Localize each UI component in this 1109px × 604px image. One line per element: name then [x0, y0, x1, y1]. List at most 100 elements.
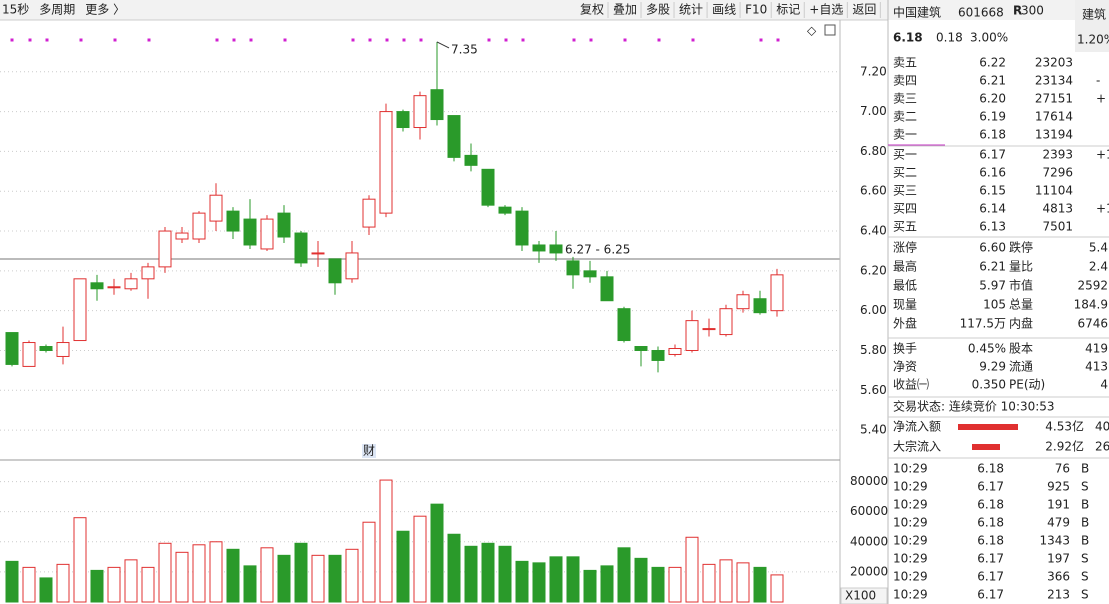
- candle-body: [345, 252, 359, 280]
- candle-body: [294, 232, 308, 264]
- event-dot[interactable]: [487, 38, 491, 42]
- event-dot[interactable]: [113, 38, 117, 42]
- ob-label: 卖二: [893, 110, 917, 124]
- candle-body: [481, 168, 495, 206]
- candle-body: [107, 286, 121, 289]
- candle-body: [498, 206, 512, 214]
- unit-box: [840, 587, 888, 604]
- event-dot[interactable]: [368, 38, 372, 42]
- marker[interactable]: 财: [363, 444, 375, 458]
- event-dot[interactable]: [28, 38, 32, 42]
- volume-bar: [481, 542, 495, 603]
- toolbar-button[interactable]: 多股: [646, 3, 670, 17]
- event-dot[interactable]: [249, 38, 253, 42]
- candle-body: [532, 244, 546, 252]
- toolbar-button[interactable]: 返回: [852, 3, 876, 17]
- stat-value: 105: [983, 298, 1006, 312]
- event-dot[interactable]: [79, 38, 83, 42]
- event-dot[interactable]: [504, 38, 508, 42]
- candle-body: [243, 218, 257, 246]
- tick-side: B: [1081, 534, 1089, 548]
- y-tick-label: 5.60: [860, 383, 887, 397]
- ob-label: 卖一: [893, 128, 917, 142]
- event-dot[interactable]: [759, 38, 763, 42]
- event-dot[interactable]: [589, 38, 593, 42]
- event-dot[interactable]: [45, 38, 49, 42]
- event-dot[interactable]: [147, 38, 151, 42]
- stat-label: 最高: [893, 259, 917, 274]
- stat-value: 184.9: [1074, 298, 1108, 312]
- event-dot[interactable]: [623, 38, 627, 42]
- status: 交易状态: 连续竞价 10:30:53: [893, 399, 1055, 414]
- toolbar-button[interactable]: F10: [745, 3, 767, 17]
- tick-price: 6.17: [977, 552, 1004, 566]
- event-dot[interactable]: [351, 38, 355, 42]
- side-box[interactable]: [1075, 0, 1109, 52]
- stat-value: 4: [1100, 378, 1108, 392]
- toolbar-item[interactable]: 更多 〉: [85, 3, 125, 17]
- volume-bar: [430, 503, 444, 603]
- event-dot[interactable]: [572, 38, 576, 42]
- candle-body: [736, 294, 750, 310]
- stat-label: PE(动): [1009, 378, 1045, 392]
- icon[interactable]: [824, 24, 836, 36]
- event-dot[interactable]: [283, 38, 287, 42]
- tick-side: S: [1081, 570, 1089, 584]
- toolbar-button[interactable]: 标记: [776, 3, 800, 17]
- stat-value: 117.5万: [960, 317, 1006, 331]
- stat-value: 2592: [1077, 279, 1108, 293]
- candle-body: [600, 276, 614, 302]
- toolbar-button[interactable]: 画线: [712, 3, 736, 17]
- side-name[interactable]: 建筑: [1082, 7, 1106, 22]
- stat-label: 换手: [893, 342, 917, 356]
- event-dot[interactable]: [215, 38, 219, 42]
- candle-body: [413, 95, 427, 129]
- volume-bar: [702, 563, 716, 603]
- tick-side: B: [1081, 462, 1089, 476]
- toolbar-item[interactable]: 15秒: [2, 3, 29, 17]
- volume-bar: [617, 547, 631, 603]
- toolbar-bg: [0, 0, 1109, 20]
- vol-tick-label: 80000: [850, 474, 888, 488]
- event-dot[interactable]: [232, 38, 236, 42]
- stat-value: 5.4: [1089, 241, 1108, 255]
- candle-body: [226, 210, 240, 232]
- candle-body: [668, 348, 682, 355]
- tick-side: S: [1081, 480, 1089, 494]
- ob-volume: 27151: [1035, 92, 1073, 106]
- event-dot[interactable]: [402, 38, 406, 42]
- side-pct: 1.20%: [1077, 33, 1109, 47]
- volume-bar: [515, 560, 529, 603]
- toolbar-item[interactable]: 多周期: [39, 3, 75, 17]
- event-dot[interactable]: [521, 38, 525, 42]
- event-dot[interactable]: [385, 38, 389, 42]
- stat-label: 量比: [1009, 260, 1033, 274]
- toolbar-button[interactable]: 复权: [580, 3, 604, 17]
- event-dot[interactable]: [10, 38, 14, 42]
- icon[interactable]: ◇: [807, 24, 817, 38]
- ob-label: 买三: [893, 184, 917, 198]
- price: 6.18: [893, 31, 923, 45]
- toolbar-button[interactable]: 叠加: [613, 3, 637, 17]
- volume-bar: [141, 566, 155, 603]
- candle-body: [702, 328, 716, 331]
- tick-volume: 1343: [1039, 534, 1070, 548]
- volume-bar: [22, 566, 36, 603]
- tick-volume: 479: [1047, 516, 1070, 530]
- ob-price: 6.15: [979, 184, 1006, 198]
- candle-body: [583, 270, 597, 278]
- volume-bar: [243, 565, 257, 603]
- candle-body: [175, 232, 189, 240]
- y-tick-label: 5.80: [860, 343, 887, 357]
- toolbar-button[interactable]: 统计: [679, 3, 703, 17]
- volume-bar: [532, 562, 546, 603]
- stat-value: 5.97: [979, 279, 1006, 293]
- tick-price: 6.18: [977, 534, 1004, 548]
- event-dot[interactable]: [657, 38, 661, 42]
- event-dot[interactable]: [691, 38, 695, 42]
- stat-label: 外盘: [893, 316, 917, 331]
- ob-price: 6.14: [979, 202, 1006, 216]
- event-dot[interactable]: [419, 38, 423, 42]
- event-dot[interactable]: [776, 38, 780, 42]
- toolbar-button[interactable]: +自选: [809, 3, 843, 17]
